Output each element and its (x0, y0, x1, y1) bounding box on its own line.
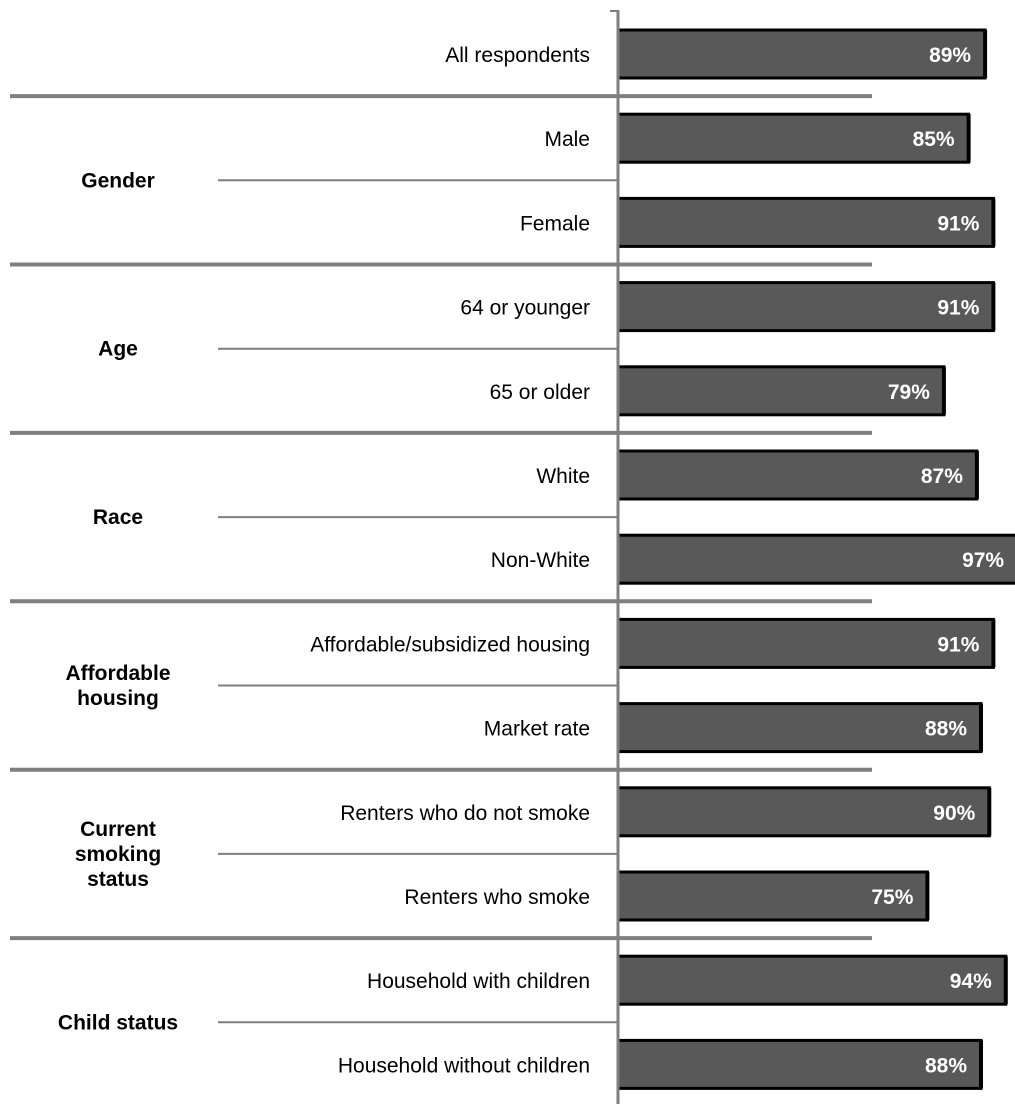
value-label: 91% (937, 212, 979, 235)
row-label: Market rate (484, 718, 590, 741)
row-label: Affordable/subsidized housing (310, 633, 590, 656)
bar (616, 702, 983, 754)
value-label: 88% (925, 718, 967, 741)
group-label-line: Child status (58, 1011, 178, 1034)
row-label: Household without children (338, 1054, 590, 1077)
group-label-line: status (87, 868, 149, 891)
value-label: 79% (888, 381, 930, 404)
group-label-line: Race (93, 506, 143, 529)
group-label-line: Affordable (66, 662, 171, 685)
group-label: Race (93, 506, 143, 529)
bar (616, 954, 1008, 1006)
value-label: 87% (921, 465, 963, 488)
row-label: Renters who do not smoke (340, 802, 590, 825)
group-label: Age (98, 338, 138, 361)
value-label: 75% (871, 886, 913, 909)
group-label: Child status (58, 1011, 178, 1034)
group-label-line: smoking (75, 843, 161, 866)
value-label: 90% (933, 802, 975, 825)
bar (616, 365, 946, 417)
group-label-line: Age (98, 338, 138, 361)
row-label: 64 or younger (460, 297, 590, 320)
row-label: Non-White (491, 549, 590, 572)
row-label: 65 or older (490, 381, 590, 404)
value-label: 91% (937, 633, 979, 656)
value-label: 85% (913, 128, 955, 151)
bar (616, 281, 995, 333)
group-label-line: Gender (81, 169, 155, 192)
row-label: Female (520, 212, 590, 235)
bar (616, 196, 995, 248)
row-label: All respondents (445, 44, 590, 67)
value-label: 88% (925, 1054, 967, 1077)
value-label: 94% (950, 970, 992, 993)
row-label: Renters who smoke (404, 886, 590, 909)
value-label: 91% (937, 297, 979, 320)
group-label-line: Current (80, 818, 156, 841)
row-label: White (536, 465, 590, 488)
group-label-line: housing (77, 687, 159, 710)
value-label: 89% (929, 44, 971, 67)
row-label: Household with children (367, 970, 590, 993)
bar (616, 786, 991, 838)
bar (616, 533, 1015, 585)
value-label: 97% (962, 549, 1004, 572)
group-label: Current smoking status (75, 818, 161, 891)
group-label: Affordable housing (66, 662, 171, 710)
group-label: Gender (81, 169, 155, 192)
row-label: Male (544, 128, 590, 151)
